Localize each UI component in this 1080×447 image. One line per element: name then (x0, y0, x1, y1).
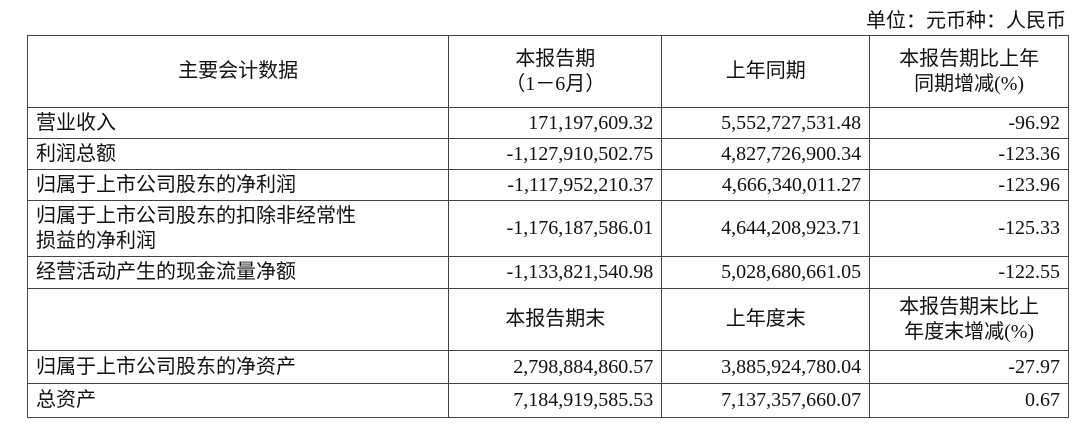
header-change-year-end: 本报告期末比上 年度末增减(%) (869, 288, 1069, 351)
change-value: -27.97 (869, 350, 1069, 384)
table-row: 归属于上市公司股东的净利润 -1,117,952,210.37 4,666,34… (26, 169, 1069, 201)
prior-value: 4,827,726,900.34 (661, 138, 871, 170)
change-value: -125.33 (869, 200, 1069, 257)
current-value: -1,133,821,540.98 (448, 256, 663, 289)
current-value: -1,117,952,210.37 (448, 169, 663, 201)
row-label: 归属于上市公司股东的净资产 (26, 350, 450, 384)
table-row: 经营活动产生的现金流量净额 -1,133,821,540.98 5,028,68… (26, 256, 1069, 289)
row-label: 营业收入 (26, 107, 450, 139)
change-value: -122.55 (869, 256, 1069, 289)
current-value: 7,184,919,585.53 (448, 383, 663, 418)
change-value: -123.36 (869, 138, 1069, 170)
subheader-empty (26, 288, 450, 351)
current-value: -1,127,910,502.75 (448, 138, 663, 170)
row-label: 经营活动产生的现金流量净额 (26, 256, 450, 289)
header-prior-year-end: 上年度末 (661, 288, 871, 351)
table-subheader-row: 本报告期末 上年度末 本报告期末比上 年度末增减(%) (26, 288, 1069, 351)
current-value: -1,176,187,586.01 (448, 200, 663, 257)
key-accounting-data-table: 主要会计数据 本报告期 （1－6月） 上年同期 本报告期比上年 同期增减(%) 营业… (26, 35, 1069, 418)
header-current-period: 本报告期 （1－6月） (448, 35, 663, 108)
header-period-end: 本报告期末 (448, 288, 663, 351)
currency-unit-label: 单位：元币种：人民币 (866, 10, 1066, 32)
change-value: 0.67 (869, 383, 1069, 418)
prior-value: 5,552,727,531.48 (661, 107, 871, 139)
header-prior-period: 上年同期 (661, 35, 871, 108)
prior-value: 4,644,208,923.71 (661, 200, 871, 257)
table-row: 利润总额 -1,127,910,502.75 4,827,726,900.34 … (26, 138, 1069, 170)
row-label: 利润总额 (26, 138, 450, 170)
prior-value: 4,666,340,011.27 (661, 169, 871, 201)
prior-value: 7,137,357,660.07 (661, 383, 871, 418)
prior-value: 5,028,680,661.05 (661, 256, 871, 289)
header-change: 本报告期比上年 同期增减(%) (869, 35, 1069, 108)
prior-value: 3,885,924,780.04 (661, 350, 871, 384)
row-label: 归属于上市公司股东的扣除非经常性 损益的净利润 (26, 200, 450, 257)
change-value: -123.96 (869, 169, 1069, 201)
table-header-row: 主要会计数据 本报告期 （1－6月） 上年同期 本报告期比上年 同期增减(%) (26, 35, 1069, 108)
row-label: 总资产 (26, 383, 450, 418)
change-value: -96.92 (869, 107, 1069, 139)
table-row: 归属于上市公司股东的净资产 2,798,884,860.57 3,885,924… (26, 350, 1069, 384)
header-item: 主要会计数据 (26, 35, 450, 108)
row-label: 归属于上市公司股东的净利润 (26, 169, 450, 201)
table-row: 归属于上市公司股东的扣除非经常性 损益的净利润 -1,176,187,586.01… (26, 200, 1069, 257)
table-row: 营业收入 171,197,609.32 5,552,727,531.48 -96… (26, 107, 1069, 139)
current-value: 171,197,609.32 (448, 107, 663, 139)
current-value: 2,798,884,860.57 (448, 350, 663, 384)
table-row: 总资产 7,184,919,585.53 7,137,357,660.07 0.… (26, 383, 1069, 418)
